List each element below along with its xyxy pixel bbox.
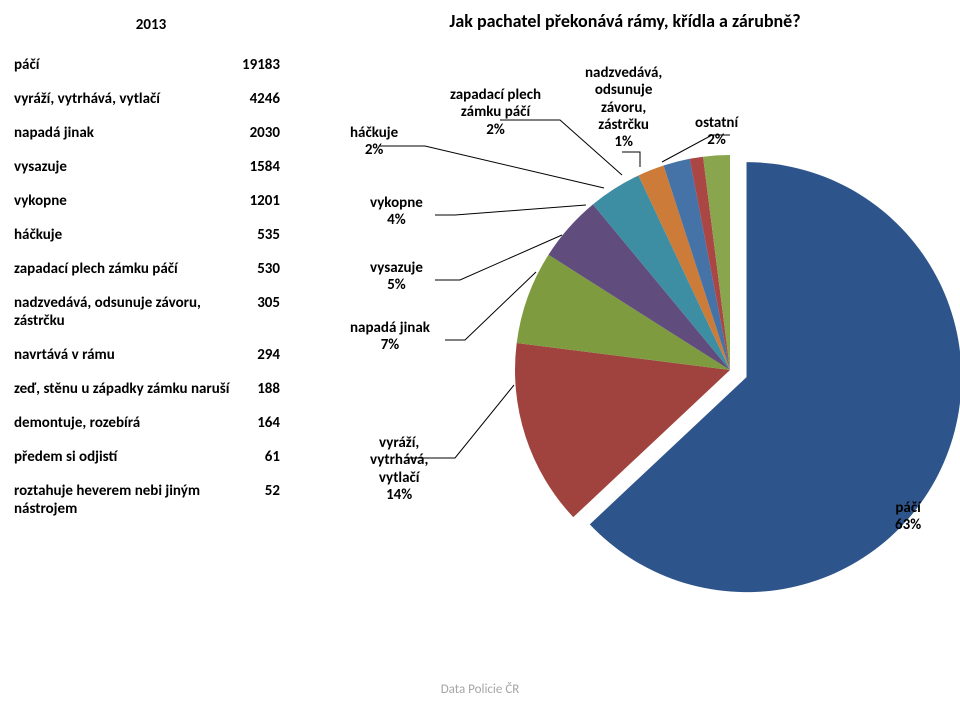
pie-chart: páčí63% vyráží,vytrhává,vytlačí14% napadá … bbox=[290, 40, 960, 640]
slice-label: vykopne4% bbox=[370, 195, 423, 230]
table-row-label: demontuje, rozebírá bbox=[12, 406, 240, 440]
table-row-label: vysazuje bbox=[12, 150, 240, 184]
table-row-label: roztahuje heverem nebi jiným nástrojem bbox=[12, 474, 240, 526]
table-row-value: 188 bbox=[240, 372, 290, 406]
table-row-value: 305 bbox=[240, 286, 290, 338]
table-row-value: 61 bbox=[240, 440, 290, 474]
slice-label: nadzvedává,odsunujezávoru,zástrčku1% bbox=[585, 65, 662, 151]
slice-label: vyráží,vytrhává,vytlačí14% bbox=[370, 435, 428, 504]
leader-line bbox=[435, 205, 586, 215]
table-row-value: 530 bbox=[240, 252, 290, 286]
table-row-value: 19183 bbox=[240, 48, 290, 82]
slice-label: ostatní2% bbox=[695, 115, 738, 150]
slice-label: vysazuje5% bbox=[370, 260, 423, 295]
table-row-label: zeď, stěnu u západky zámku naruší bbox=[12, 372, 240, 406]
footer-source: Data Policie ČR bbox=[0, 682, 960, 697]
table-row: zapadací plech zámku páčí530 bbox=[12, 252, 290, 286]
slice-label: napadá jinak7% bbox=[350, 320, 430, 355]
table-row: roztahuje heverem nebi jiným nástrojem52 bbox=[12, 474, 290, 526]
year-header: 2013 bbox=[12, 10, 290, 48]
table-row-label: páčí bbox=[12, 48, 240, 82]
table-row: vyráží, vytrhává, vytlačí4246 bbox=[12, 82, 290, 116]
table-row: nadzvedává, odsunuje závoru, zástrčku305 bbox=[12, 286, 290, 338]
slice-label: zapadací plechzámku páčí2% bbox=[450, 87, 541, 139]
table-row-label: předem si odjistí bbox=[12, 440, 240, 474]
table-row-label: navrtává v rámu bbox=[12, 338, 240, 372]
chart-panel: Jak pachatel překonává rámy, křídla a zá… bbox=[290, 0, 960, 707]
data-table-body: páčí19183vyráží, vytrhává, vytlačí4246na… bbox=[12, 48, 290, 526]
table-row-value: 535 bbox=[240, 218, 290, 252]
table-row-value: 1584 bbox=[240, 150, 290, 184]
table-row-label: vyráží, vytrhává, vytlačí bbox=[12, 82, 240, 116]
chart-title: Jak pachatel překonává rámy, křídla a zá… bbox=[290, 10, 960, 32]
leader-line bbox=[380, 146, 604, 188]
table-row: vykopne1201 bbox=[12, 184, 290, 218]
data-table-panel: 2013 páčí19183vyráží, vytrhává, vytlačí4… bbox=[0, 0, 290, 707]
table-row-value: 1201 bbox=[240, 184, 290, 218]
table-row: demontuje, rozebírá164 bbox=[12, 406, 290, 440]
table-row-label: napadá jinak bbox=[12, 116, 240, 150]
table-row-value: 4246 bbox=[240, 82, 290, 116]
table-row-label: vykopne bbox=[12, 184, 240, 218]
leader-line bbox=[622, 152, 640, 167]
data-table: páčí19183vyráží, vytrhává, vytlačí4246na… bbox=[12, 48, 290, 526]
slice-label: páčí63% bbox=[895, 500, 921, 535]
table-row: navrtává v rámu294 bbox=[12, 338, 290, 372]
table-row: předem si odjistí61 bbox=[12, 440, 290, 474]
table-row: páčí19183 bbox=[12, 48, 290, 82]
table-row: vysazuje1584 bbox=[12, 150, 290, 184]
table-row-label: zapadací plech zámku páčí bbox=[12, 252, 240, 286]
slice-label: háčkuje2% bbox=[350, 125, 398, 160]
table-row: napadá jinak2030 bbox=[12, 116, 290, 150]
table-row: háčkuje535 bbox=[12, 218, 290, 252]
page: 2013 páčí19183vyráží, vytrhává, vytlačí4… bbox=[0, 0, 960, 707]
table-row-value: 52 bbox=[240, 474, 290, 526]
table-row: zeď, stěnu u západky zámku naruší188 bbox=[12, 372, 290, 406]
table-row-label: nadzvedává, odsunuje závoru, zástrčku bbox=[12, 286, 240, 338]
table-row-value: 294 bbox=[240, 338, 290, 372]
table-row-value: 2030 bbox=[240, 116, 290, 150]
table-row-label: háčkuje bbox=[12, 218, 240, 252]
table-row-value: 164 bbox=[240, 406, 290, 440]
